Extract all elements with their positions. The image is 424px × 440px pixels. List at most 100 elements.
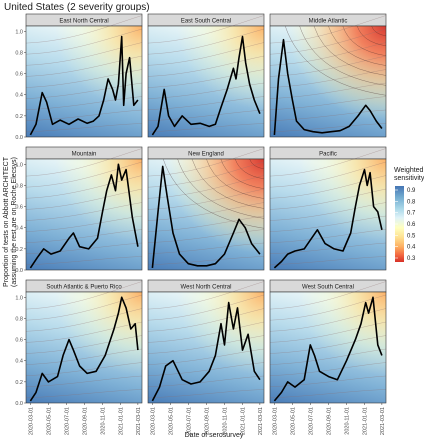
contour-line bbox=[25, 42, 143, 66]
contour-line-hot bbox=[191, 158, 265, 209]
panel-border bbox=[269, 25, 387, 138]
panel-border bbox=[147, 291, 265, 404]
facet-panel: Middle Atlantic bbox=[269, 13, 387, 138]
contour-line bbox=[25, 148, 143, 177]
contour-line bbox=[147, 69, 265, 88]
contour-line bbox=[269, 96, 387, 110]
legend-tick-label: 0.3 bbox=[407, 256, 416, 262]
y-tick-label: 0.2 bbox=[15, 114, 23, 120]
facet-panels: East North Central0.00.20.40.60.81.0East… bbox=[15, 13, 387, 407]
x-tick-label: 2020-09-01 bbox=[205, 407, 211, 435]
legend: Weighted sensitivity 0.90.80.70.60.50.40… bbox=[394, 167, 424, 262]
contour-line bbox=[147, 161, 265, 188]
contour-lines bbox=[147, 281, 265, 399]
facet-panel: Pacific bbox=[269, 146, 387, 271]
figure-title: United States (2 severity groups) bbox=[4, 2, 150, 13]
contour-line bbox=[147, 308, 265, 332]
facet-strip-label: Mountain bbox=[72, 152, 97, 158]
contour-line-hot bbox=[206, 158, 265, 199]
y-tick-label: 0.2 bbox=[15, 380, 23, 386]
x-tick-label: 2020-07-01 bbox=[186, 407, 192, 435]
contour-line bbox=[269, 362, 387, 376]
sensitivity-warm-region bbox=[270, 159, 386, 270]
legend-tick-label: 0.9 bbox=[407, 188, 416, 194]
contour-line bbox=[269, 28, 387, 55]
sensitivity-hot-region bbox=[270, 26, 386, 137]
panel-border bbox=[147, 25, 265, 138]
y-tick-label: 0.8 bbox=[15, 50, 23, 56]
contour-line bbox=[25, 294, 143, 321]
contour-lines bbox=[25, 15, 143, 133]
contour-line bbox=[25, 229, 143, 243]
x-tick-label: 2021-03-01 bbox=[258, 407, 264, 435]
contour-line bbox=[269, 55, 387, 77]
y-tick-label: 0.6 bbox=[15, 205, 23, 211]
contour-line-hot bbox=[299, 25, 387, 86]
contour-lines bbox=[269, 148, 387, 266]
contour-line bbox=[25, 215, 143, 232]
y-tick-label: 0.8 bbox=[15, 316, 23, 322]
x-tick-label: 2020-09-01 bbox=[83, 407, 89, 435]
contour-line bbox=[25, 15, 143, 44]
sensitivity-warm-region bbox=[26, 292, 142, 403]
contour-line bbox=[25, 335, 143, 354]
legend-colorbar bbox=[395, 186, 404, 262]
contour-line bbox=[269, 389, 387, 399]
facet-strip-label: Middle Atlantic bbox=[309, 19, 348, 25]
legend-ticks: 0.9 0.8 0.7 0.6 0.5 0.4 0.3 bbox=[395, 188, 416, 262]
contour-line bbox=[269, 321, 387, 343]
contour-line bbox=[25, 109, 143, 122]
contour-line bbox=[147, 229, 265, 243]
contour-line bbox=[25, 96, 143, 110]
contour-line bbox=[147, 28, 265, 55]
legend-tick-label: 0.8 bbox=[407, 199, 416, 205]
contour-line bbox=[147, 109, 265, 122]
contour-line bbox=[269, 348, 387, 365]
contour-line bbox=[25, 281, 143, 310]
contour-line bbox=[147, 389, 265, 399]
x-tick-label: 2020-05-01 bbox=[168, 407, 174, 435]
contour-line bbox=[25, 28, 143, 55]
contour-line bbox=[147, 202, 265, 221]
contour-line bbox=[269, 202, 387, 221]
contour-line-hot bbox=[371, 25, 387, 37]
contour-line bbox=[269, 281, 387, 310]
contour-line bbox=[147, 123, 265, 133]
facet-panel: East North Central 0.0 0.2 0.4 0.6 0.8 1.0 bbox=[15, 13, 143, 141]
series-line bbox=[273, 296, 383, 402]
contour-line bbox=[269, 161, 387, 188]
legend-tick-label: 0.6 bbox=[407, 222, 416, 228]
y-tick-label: 0.4 bbox=[15, 359, 23, 365]
contour-line bbox=[269, 123, 387, 133]
facet-strip-label: East North Central bbox=[59, 19, 108, 25]
contour-line-hot bbox=[313, 25, 387, 76]
y-tick-label: 0.2 bbox=[15, 247, 23, 253]
contour-line bbox=[25, 55, 143, 77]
x-tick-label: 2020-11-01 bbox=[223, 407, 229, 435]
panel-border bbox=[269, 291, 387, 404]
contour-line bbox=[269, 148, 387, 177]
facet-strip-label: West South Central bbox=[302, 285, 354, 291]
contour-lines bbox=[25, 281, 143, 399]
contour-line bbox=[147, 188, 265, 210]
contour-line bbox=[25, 321, 143, 343]
contour-lines bbox=[269, 15, 387, 133]
contour-line bbox=[269, 42, 387, 66]
series-line bbox=[273, 38, 383, 135]
y-tick-label: 0.0 bbox=[15, 401, 23, 407]
legend-title-line2: sensitivity bbox=[394, 175, 424, 182]
series-line bbox=[29, 35, 139, 136]
contour-line bbox=[25, 389, 143, 399]
legend-tick-label: 0.5 bbox=[407, 233, 416, 239]
facet-strip-label: East South Central bbox=[181, 19, 231, 25]
contour-line bbox=[147, 242, 265, 255]
facet-panel: West North Central bbox=[147, 279, 265, 404]
y-tick-label: 0.8 bbox=[15, 183, 23, 189]
contour-line bbox=[25, 375, 143, 388]
contour-line bbox=[147, 175, 265, 199]
contour-line-hot bbox=[220, 158, 265, 189]
x-tick-label: 2020-09-01 bbox=[327, 407, 333, 435]
facet-panel: East South Central bbox=[147, 13, 265, 138]
contour-line bbox=[147, 215, 265, 232]
